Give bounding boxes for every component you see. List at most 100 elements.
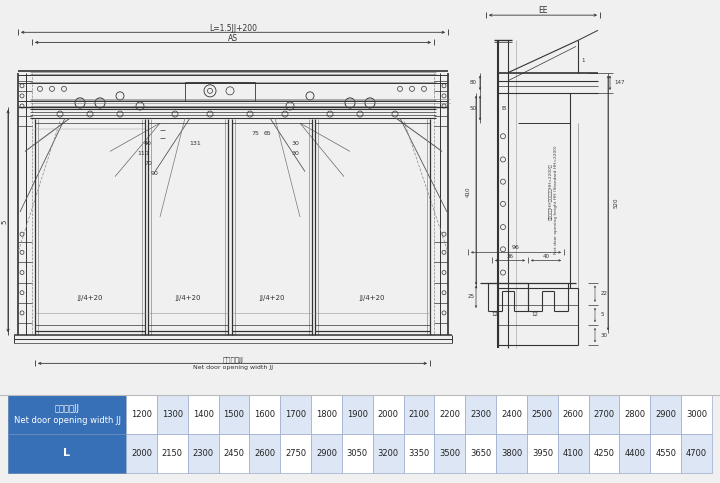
- Text: 2000: 2000: [378, 410, 399, 419]
- Bar: [404, 395, 434, 434]
- Text: JJ/4+20: JJ/4+20: [359, 295, 384, 301]
- Text: 96: 96: [512, 245, 520, 250]
- Text: 净开门宽JJ: 净开门宽JJ: [222, 356, 243, 363]
- Text: L=1.5JJ+200: L=1.5JJ+200: [209, 24, 257, 33]
- Text: 4250: 4250: [593, 449, 615, 458]
- Text: 147: 147: [615, 80, 625, 85]
- Bar: [619, 434, 650, 473]
- Text: 2200: 2200: [439, 410, 460, 419]
- Bar: [219, 395, 249, 434]
- Bar: [126, 395, 157, 434]
- Text: 25: 25: [467, 294, 474, 299]
- Text: 1: 1: [581, 58, 585, 63]
- Text: 5: 5: [600, 313, 604, 317]
- Text: 2150: 2150: [162, 449, 183, 458]
- Bar: [681, 434, 712, 473]
- Bar: [527, 434, 558, 473]
- Text: 净开门高度HH（标准门高HH=2200）: 净开门高度HH（标准门高HH=2200）: [548, 164, 552, 220]
- Text: JJ/4+20: JJ/4+20: [175, 295, 201, 301]
- Text: 4100: 4100: [563, 449, 584, 458]
- Text: 1900: 1900: [347, 410, 368, 419]
- Text: 131: 131: [189, 141, 201, 146]
- Text: L: L: [63, 448, 71, 458]
- Bar: [558, 395, 589, 434]
- Bar: [496, 434, 527, 473]
- Text: 2600: 2600: [254, 449, 275, 458]
- Text: 3500: 3500: [439, 449, 460, 458]
- Bar: [373, 434, 404, 473]
- Text: 1300: 1300: [162, 410, 183, 419]
- Text: 2600: 2600: [562, 410, 584, 419]
- Text: 1400: 1400: [193, 410, 214, 419]
- Text: 40: 40: [144, 141, 152, 146]
- Text: 4700: 4700: [686, 449, 707, 458]
- Bar: [157, 395, 188, 434]
- Text: 80: 80: [469, 80, 477, 85]
- Text: 2500: 2500: [532, 410, 553, 419]
- Bar: [311, 395, 342, 434]
- Text: 4550: 4550: [655, 449, 676, 458]
- Bar: [249, 395, 280, 434]
- Bar: [219, 434, 249, 473]
- Bar: [342, 434, 373, 473]
- Bar: [157, 434, 188, 473]
- Text: 2100: 2100: [408, 410, 430, 419]
- Bar: [280, 395, 311, 434]
- Text: 75: 75: [251, 131, 259, 136]
- Text: 2000: 2000: [131, 449, 152, 458]
- Text: B: B: [502, 105, 506, 111]
- Bar: [434, 395, 465, 434]
- Bar: [249, 434, 280, 473]
- Text: 3800: 3800: [501, 449, 522, 458]
- Bar: [373, 395, 404, 434]
- Bar: [126, 434, 157, 473]
- Bar: [188, 395, 219, 434]
- Text: 12: 12: [531, 313, 539, 317]
- Text: 1200: 1200: [131, 410, 152, 419]
- Text: 2400: 2400: [501, 410, 522, 419]
- Bar: [496, 395, 527, 434]
- Text: 70: 70: [144, 161, 152, 166]
- Text: 520: 520: [613, 198, 618, 208]
- Bar: [311, 434, 342, 473]
- Text: 2700: 2700: [593, 410, 615, 419]
- Bar: [280, 434, 311, 473]
- Bar: [404, 434, 434, 473]
- Bar: [619, 395, 650, 434]
- Text: 110: 110: [138, 151, 149, 156]
- Bar: [558, 434, 589, 473]
- Text: 3350: 3350: [408, 449, 430, 458]
- Text: 1800: 1800: [316, 410, 337, 419]
- Text: 1700: 1700: [285, 410, 306, 419]
- Bar: [650, 395, 681, 434]
- Text: 410: 410: [466, 186, 470, 197]
- Bar: [188, 434, 219, 473]
- Bar: [589, 395, 619, 434]
- Text: 40: 40: [542, 254, 549, 259]
- Text: 2750: 2750: [285, 449, 306, 458]
- Text: 5: 5: [1, 220, 7, 224]
- Text: 3050: 3050: [347, 449, 368, 458]
- Text: 36: 36: [506, 254, 513, 259]
- Text: AS: AS: [228, 34, 238, 43]
- Text: 2900: 2900: [316, 449, 337, 458]
- Bar: [681, 395, 712, 434]
- Bar: [589, 434, 619, 473]
- Text: 2300: 2300: [192, 449, 214, 458]
- Text: 12: 12: [492, 313, 498, 317]
- Text: Net door opening width JJ: Net door opening width JJ: [193, 365, 273, 370]
- Text: 2800: 2800: [624, 410, 645, 419]
- Bar: [465, 434, 496, 473]
- Bar: [342, 395, 373, 434]
- Text: EE: EE: [539, 6, 548, 14]
- Text: 30: 30: [291, 141, 299, 146]
- Text: 30: 30: [291, 151, 299, 156]
- Bar: [527, 395, 558, 434]
- Text: 22: 22: [600, 291, 608, 296]
- Text: 90: 90: [151, 171, 159, 176]
- Text: 净开门宽JJ
Net door opening width JJ: 净开门宽JJ Net door opening width JJ: [14, 404, 120, 425]
- Bar: [8, 395, 126, 434]
- Text: 3950: 3950: [532, 449, 553, 458]
- Text: JJ/4+20: JJ/4+20: [77, 295, 103, 301]
- Text: JJ/4+20: JJ/4+20: [259, 295, 284, 301]
